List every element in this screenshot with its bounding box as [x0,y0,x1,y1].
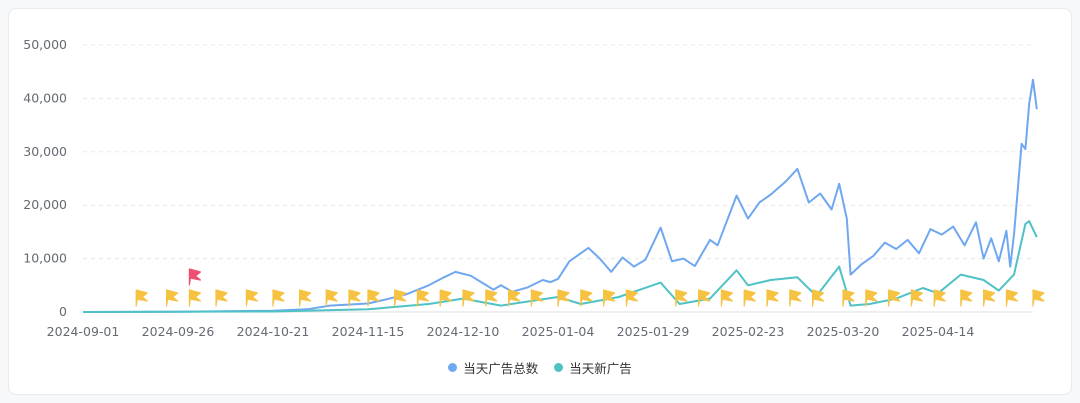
event-flag-yellow [485,289,498,307]
event-flag-yellow [960,289,973,307]
event-flag-yellow [245,289,258,307]
event-flag-yellow [272,289,285,307]
event-flag-yellow [1005,289,1018,307]
y-tick-label: 40,000 [23,90,67,105]
x-tick-label: 2024-09-26 [142,324,215,339]
legend-marker-total [448,363,458,372]
event-flag-yellow [910,289,923,307]
y-tick-label: 0 [59,304,67,319]
event-flag-yellow [983,289,996,307]
event-flag-yellow [394,289,407,307]
y-tick-label: 50,000 [23,37,67,52]
legend-item-total[interactable]: 当天广告总数 [448,358,538,377]
event-flag-yellow [166,289,179,307]
legend-label-total: 当天广告总数 [463,361,539,376]
event-flag-yellow [1032,289,1045,307]
x-tick-label: 2024-12-10 [427,324,500,339]
x-tick-label: 2025-02-23 [712,324,785,339]
event-flag-red [188,268,201,286]
event-flag-yellow [743,289,756,307]
event-flag-yellow [842,289,855,307]
chart-card [8,8,1072,395]
event-flag-yellow [698,289,711,307]
series-line-new [82,220,1038,313]
y-tick-label: 10,000 [23,251,67,266]
event-flag-yellow [625,289,638,307]
x-tick-label: 2025-01-04 [522,324,595,339]
event-flag-yellow [439,289,452,307]
event-flag-yellow [812,289,825,307]
x-tick-label: 2024-09-01 [47,324,120,339]
y-tick-label: 20,000 [23,197,67,212]
event-flag-yellow [603,289,616,307]
x-tick-label: 2025-01-29 [617,324,690,339]
event-flag-yellow [215,289,228,307]
x-tick-label: 2024-10-21 [237,324,310,339]
x-tick-label: 2025-03-20 [807,324,880,339]
event-flag-yellow [135,289,148,307]
y-tick-label: 30,000 [23,144,67,159]
event-flag-yellow [720,289,733,307]
event-flag-yellow [675,289,688,307]
legend: 当天广告总数 当天新广告 [0,358,1080,377]
event-flag-yellow [865,289,878,307]
event-flag-yellow [508,289,521,307]
event-flag-yellow [367,289,380,307]
event-flag-yellow [933,289,946,307]
event-flag-yellow [766,289,779,307]
event-flag-yellow [888,289,901,307]
event-flag-yellow [416,289,429,307]
series-line-total [82,78,1038,313]
event-flag-yellow [530,289,543,307]
event-flag-yellow [789,289,802,307]
event-flag-yellow [348,289,361,307]
event-flag-yellow [188,289,201,307]
event-flag-yellow [462,289,475,307]
legend-marker-new [554,363,564,372]
event-flag-yellow [580,289,593,307]
event-flag-yellow [299,289,312,307]
event-flag-yellow [557,289,570,307]
x-tick-label: 2024-11-15 [332,324,405,339]
event-flag-yellow [325,289,338,307]
legend-item-new[interactable]: 当天新广告 [554,358,632,377]
legend-label-new: 当天新广告 [569,361,632,376]
x-tick-label: 2025-04-14 [902,324,975,339]
